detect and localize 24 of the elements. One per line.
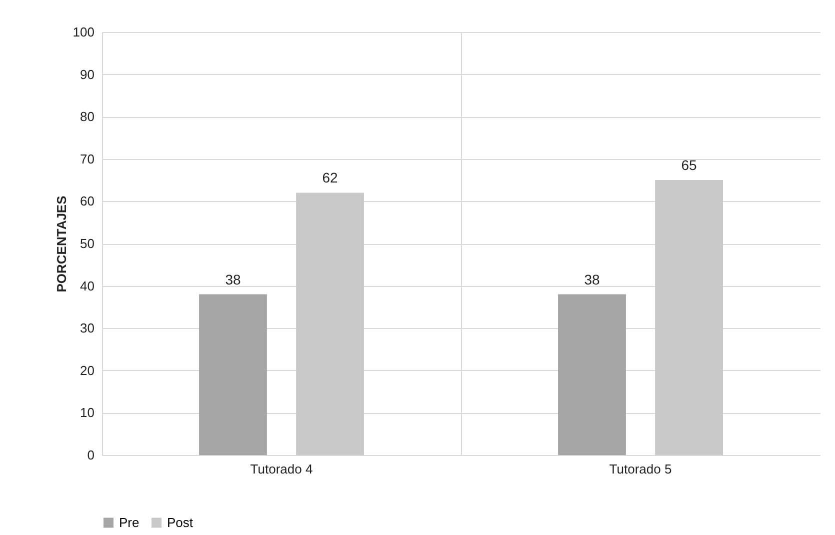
y-axis-title: PORCENTAJES xyxy=(54,195,69,292)
y-tick-label: 50 xyxy=(80,236,94,251)
data-label: 38 xyxy=(584,271,600,288)
y-tick-label: 80 xyxy=(80,109,94,124)
bar xyxy=(558,294,626,455)
y-tick-label: 30 xyxy=(80,320,94,336)
bar xyxy=(655,180,723,455)
bar xyxy=(296,192,364,455)
y-tick-label: 100 xyxy=(72,24,94,40)
y-tick-label: 70 xyxy=(80,151,94,166)
y-tick-label: 0 xyxy=(87,448,94,462)
x-tick-label: Tutorado 4 xyxy=(250,462,313,476)
y-tick-label: 20 xyxy=(80,362,94,378)
legend-label: Post xyxy=(167,514,194,530)
data-label: 38 xyxy=(225,271,241,288)
x-tick-label: Tutorado 5 xyxy=(609,462,672,476)
data-label: 65 xyxy=(681,157,698,174)
legend-label: Pre xyxy=(119,514,140,530)
y-tick-label: 10 xyxy=(80,405,94,420)
y-tick-label: 60 xyxy=(80,194,94,209)
y-tick-label: 90 xyxy=(80,66,94,82)
y-tick-label: 40 xyxy=(80,278,94,294)
bar xyxy=(199,294,267,455)
data-label: 62 xyxy=(322,170,338,186)
